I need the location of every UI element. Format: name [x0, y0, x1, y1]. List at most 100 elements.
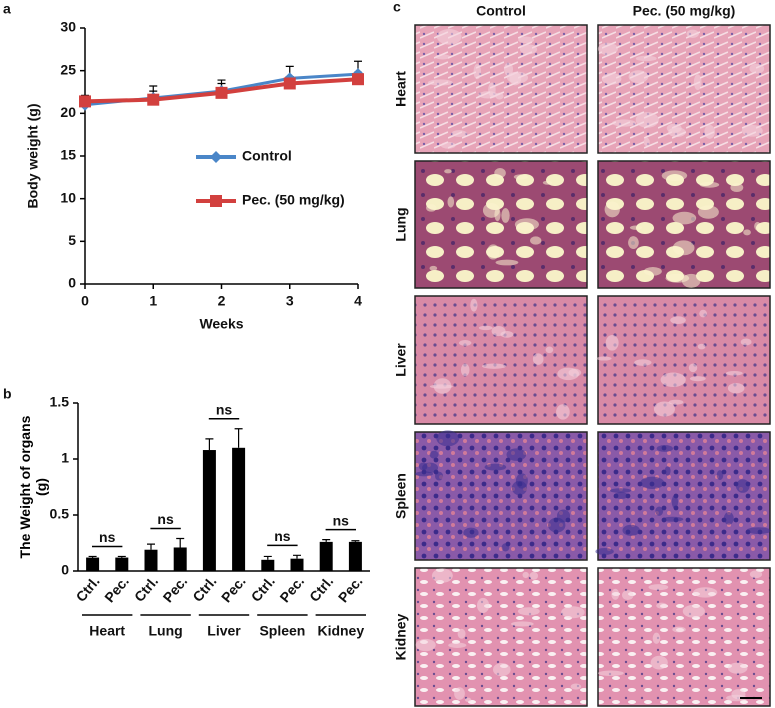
- y-axis-label: The Weight of organs (g): [17, 415, 49, 559]
- tissue-texture: [415, 638, 436, 652]
- tissue-texture: [716, 470, 724, 481]
- tissue-texture: [731, 689, 746, 700]
- error-bar: [234, 428, 243, 448]
- tissue-texture: [725, 370, 743, 376]
- tissue-texture: [727, 662, 748, 674]
- tissue-texture: [699, 309, 708, 318]
- row-label: Spleen: [393, 473, 409, 519]
- tissue-texture: [444, 169, 452, 174]
- tissue-texture: [518, 36, 535, 44]
- y-tick-label: 20: [60, 104, 76, 120]
- tissue-texture: [670, 316, 686, 325]
- significance-label: ns: [157, 511, 174, 527]
- y-tick-label: 0: [68, 275, 76, 291]
- tissue-texture: [511, 480, 528, 496]
- tissue-texture: [735, 479, 750, 493]
- tissue-texture: [476, 597, 490, 613]
- group-label: Lung: [148, 623, 182, 639]
- tissue-texture: [597, 670, 624, 676]
- tissue-texture: [482, 202, 500, 218]
- x-tick-label: Ctrl.: [189, 573, 219, 605]
- tissue-texture: [506, 448, 527, 461]
- micrograph: [597, 295, 771, 425]
- tissue-texture: [596, 356, 612, 361]
- tissue-texture: [693, 74, 702, 91]
- tissue-texture: [749, 63, 765, 74]
- tissue-texture: [653, 401, 675, 417]
- significance-label: ns: [274, 528, 291, 544]
- y-tick-label: 1: [61, 450, 69, 466]
- bar: [290, 558, 304, 571]
- tissue-texture: [652, 632, 661, 644]
- tissue-texture: [661, 516, 684, 522]
- marker: [147, 93, 160, 106]
- significance-label: ns: [99, 529, 116, 545]
- tissue-texture: [458, 339, 472, 346]
- column-header: Control: [476, 3, 526, 19]
- tissue-texture: [519, 44, 538, 55]
- tissue-texture: [740, 338, 752, 346]
- tissue-texture: [749, 570, 763, 579]
- micrograph: [414, 24, 588, 154]
- legend-label: Pec. (50 mg/kg): [242, 192, 345, 208]
- tissue-texture: [464, 697, 472, 702]
- bar: [115, 557, 129, 571]
- tissue-texture: [601, 72, 622, 85]
- y-tick-label: 15: [60, 147, 76, 163]
- tissue-texture: [501, 543, 510, 552]
- tissue-texture: [605, 334, 619, 351]
- x-tick-label: 1: [149, 293, 157, 309]
- x-tick-label: 0: [81, 293, 89, 309]
- marker: [352, 73, 364, 86]
- tissue-texture: [556, 509, 571, 523]
- significance-label: ns: [333, 512, 350, 528]
- x-axis-label: Weeks: [199, 316, 243, 332]
- y-tick-label: 10: [60, 189, 76, 205]
- x-tick-label: Ctrl.: [131, 573, 161, 605]
- tissue-texture: [656, 445, 674, 452]
- bar: [144, 549, 158, 571]
- tissue-texture: [463, 527, 479, 538]
- tissue-texture: [510, 621, 534, 627]
- tissue-texture: [556, 404, 570, 420]
- tissue-texture: [643, 267, 662, 276]
- group-label: Kidney: [317, 623, 364, 639]
- tissue-texture: [433, 378, 452, 394]
- tissue-texture: [429, 450, 439, 459]
- tissue-texture: [561, 606, 585, 619]
- tissue-texture: [529, 571, 539, 580]
- y-tick-label: 25: [60, 61, 76, 77]
- tissue-texture: [727, 383, 745, 394]
- tissue-texture: [613, 492, 629, 499]
- bar: [319, 541, 333, 571]
- marker: [215, 86, 228, 99]
- micrograph: [414, 567, 588, 707]
- tissue-texture: [628, 70, 649, 84]
- tissue-texture: [634, 359, 652, 366]
- row-label: Heart: [393, 71, 409, 107]
- tissue-texture: [648, 584, 669, 591]
- tissue-texture: [643, 137, 650, 147]
- tissue-texture: [730, 183, 744, 193]
- tissue-texture: [532, 353, 544, 365]
- tissue-texture: [686, 29, 699, 38]
- tissue-texture: [699, 181, 720, 188]
- tissue-texture: [481, 363, 506, 369]
- error-bar: [88, 555, 97, 558]
- tissue-texture: [484, 463, 507, 471]
- error-bar: [147, 543, 155, 550]
- tissue-texture: [454, 687, 465, 700]
- tissue-texture: [746, 527, 771, 535]
- tissue-texture: [570, 683, 582, 690]
- bar: [86, 557, 100, 571]
- tissue-texture: [689, 376, 706, 382]
- tissue-texture: [697, 205, 719, 219]
- group-label: Heart: [89, 623, 125, 639]
- tissue-texture: [655, 506, 664, 516]
- tissue-texture: [447, 196, 455, 208]
- tissue-texture: [429, 265, 438, 271]
- tissue-texture: [672, 211, 697, 225]
- tissue-texture: [595, 548, 614, 555]
- tissue-texture: [668, 399, 684, 405]
